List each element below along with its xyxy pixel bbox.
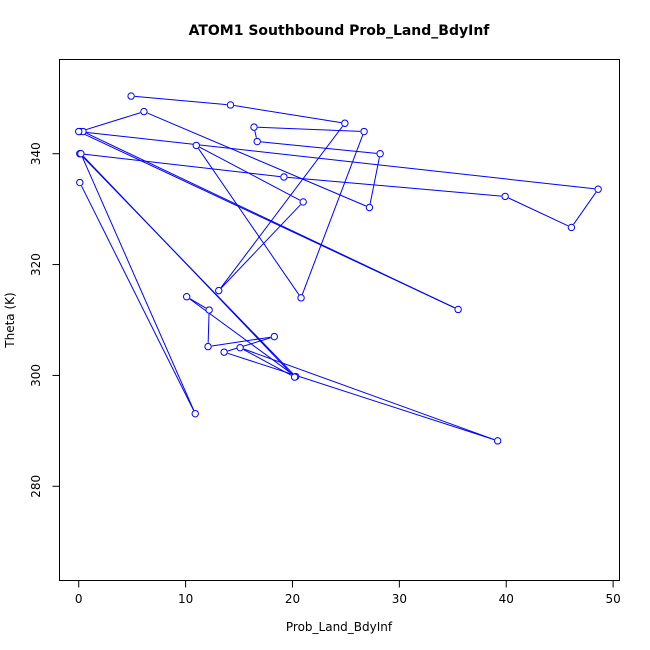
data-point xyxy=(360,127,368,136)
y-tick-label: 280 xyxy=(29,475,43,498)
series-segment xyxy=(234,105,342,124)
data-point xyxy=(204,342,212,351)
x-tick-label: 30 xyxy=(392,592,407,606)
y-tick-label: 300 xyxy=(29,364,43,387)
data-point xyxy=(140,107,148,116)
series-segment xyxy=(227,352,495,441)
data-point xyxy=(454,305,462,314)
data-point xyxy=(365,203,374,212)
x-tick-label: 0 xyxy=(75,592,83,606)
series-segment xyxy=(287,176,502,197)
data-point xyxy=(567,223,576,232)
series-segment xyxy=(81,156,195,411)
series-segment xyxy=(199,146,301,201)
data-point xyxy=(341,119,349,127)
data-point xyxy=(299,198,307,206)
data-point xyxy=(182,293,191,301)
series-segment xyxy=(81,132,455,309)
data-point xyxy=(236,344,244,352)
series-segment xyxy=(573,192,597,225)
series-segment xyxy=(207,313,210,343)
data-point xyxy=(501,192,509,201)
y-tick-label: 320 xyxy=(29,253,43,276)
series-segment xyxy=(81,185,194,411)
series-layer xyxy=(75,92,602,445)
data-point xyxy=(290,373,299,381)
series-segment xyxy=(257,126,361,132)
series-segment xyxy=(260,141,377,154)
x-tick-label: 20 xyxy=(285,592,300,606)
data-point xyxy=(594,185,602,193)
series-segment xyxy=(147,112,367,207)
y-tick-label: 340 xyxy=(29,142,43,165)
series-segment xyxy=(189,298,207,309)
x-axis: 0 10 20 30 40 50 xyxy=(75,580,621,606)
series-segment xyxy=(508,197,569,227)
data-point xyxy=(76,178,84,187)
data-point xyxy=(127,92,135,100)
x-tick-label: 40 xyxy=(499,592,514,606)
data-point xyxy=(226,101,235,109)
series-segment xyxy=(82,131,595,190)
x-tick-label: 10 xyxy=(178,592,193,606)
data-point xyxy=(77,150,85,158)
series-segment xyxy=(227,337,271,352)
series-segment xyxy=(220,125,343,288)
series-segment xyxy=(243,348,495,441)
data-point xyxy=(191,409,199,418)
series-segment xyxy=(243,349,292,376)
data-point xyxy=(493,437,502,445)
data-point xyxy=(215,286,223,295)
series-segment xyxy=(83,156,293,375)
series-segment xyxy=(83,153,281,178)
series-segment xyxy=(134,95,227,106)
y-axis: 280 300 320 340 xyxy=(29,142,60,498)
series-segment xyxy=(254,130,257,138)
y-axis-label: Theta (K) xyxy=(3,292,17,348)
data-point xyxy=(192,141,200,150)
data-point xyxy=(220,348,228,356)
data-point xyxy=(280,173,288,181)
x-axis-label: Prob_Land_BdyInf xyxy=(286,620,393,634)
series-segment xyxy=(211,336,271,347)
series-segment xyxy=(83,112,141,131)
data-point xyxy=(297,294,305,302)
data-point xyxy=(253,137,261,146)
data-point xyxy=(376,150,384,158)
data-point xyxy=(250,123,258,131)
data-point xyxy=(205,306,213,314)
series-segment xyxy=(220,204,301,289)
data-point xyxy=(270,332,279,341)
chart-title: ATOM1 Southbound Prob_Land_BdyInf xyxy=(189,23,491,39)
x-tick-label: 50 xyxy=(605,592,620,606)
data-point xyxy=(75,127,83,136)
series-segment xyxy=(198,148,300,295)
